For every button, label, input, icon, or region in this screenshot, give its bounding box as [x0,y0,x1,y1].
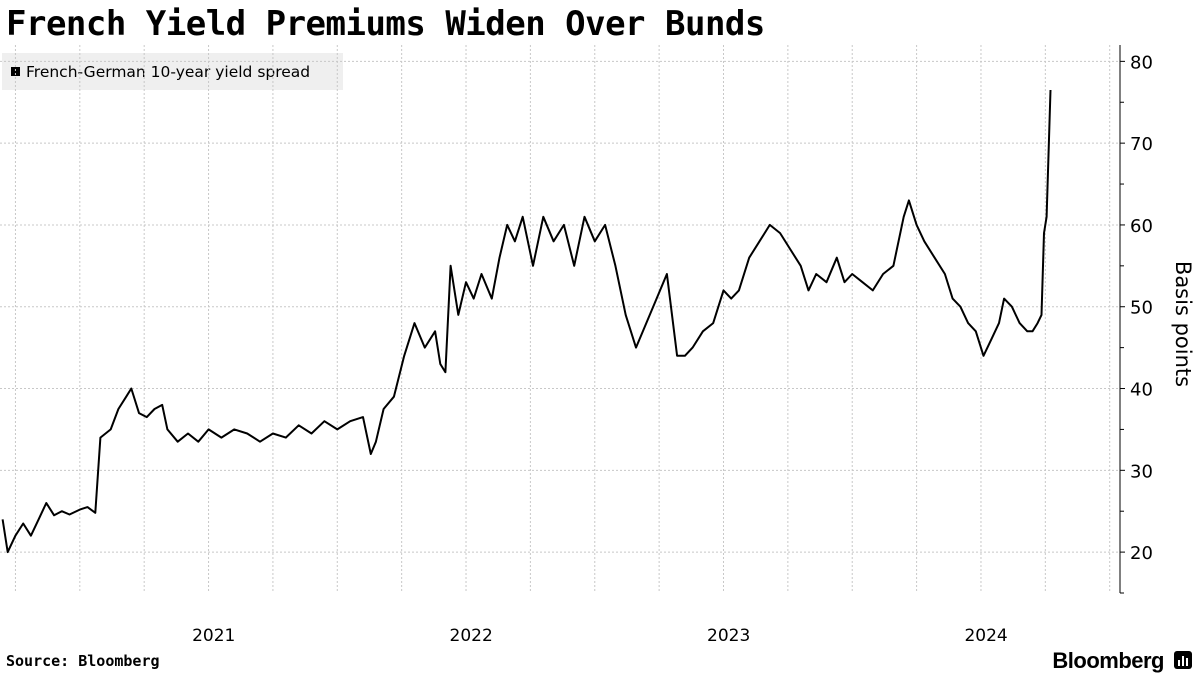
y-tick-label: 40 [1130,380,1153,401]
legend-label: French-German 10-year yield spread [26,62,311,81]
y-axis-title: Basis points [1171,261,1195,387]
y-tick-label: 70 [1130,134,1153,155]
brand-logo-text: Bloomberg [1052,648,1164,673]
y-tick-label: 60 [1130,216,1153,237]
legend-swatch [11,67,20,76]
y-tick-label: 20 [1130,543,1153,564]
bloomberg-terminal-icon [1174,651,1192,669]
x-tick-label: 2023 [707,626,750,646]
y-tick-label: 50 [1130,298,1153,319]
spread-series-line [1,89,1052,554]
x-tick-label: 2021 [192,626,235,646]
legend: French-German 10-year yield spread [2,53,343,90]
chart-title: French Yield Premiums Widen Over Bunds [6,4,765,44]
x-tick-label: 2022 [450,626,493,646]
source-note: Source: Bloomberg [6,652,160,670]
x-tick-label: 2024 [964,626,1007,646]
y-tick-label: 80 [1130,52,1153,73]
y-tick-label: 30 [1130,461,1153,482]
